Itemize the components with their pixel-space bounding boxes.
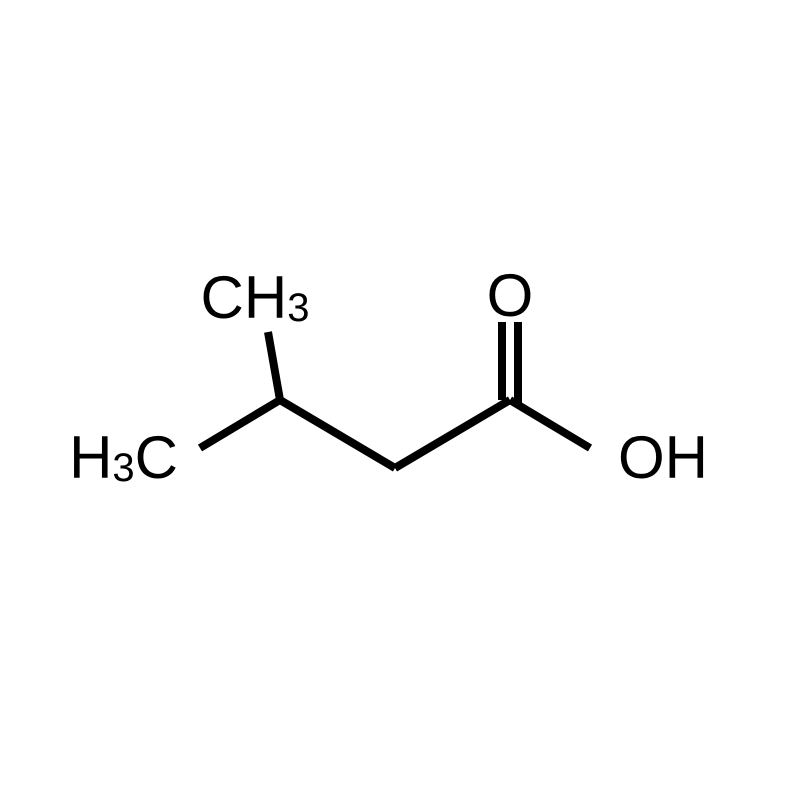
bond-ch3-branch xyxy=(268,332,280,400)
label-o-double: O xyxy=(487,262,534,329)
bond-branch-mid xyxy=(280,400,395,468)
bond-mid-carboxyl xyxy=(395,400,510,468)
bond-h3c-branch xyxy=(200,400,280,448)
molecule-diagram: H3C CH3 O OH xyxy=(0,0,800,800)
label-h3c: H3C xyxy=(69,424,178,491)
label-oh: OH xyxy=(618,424,708,491)
label-ch3: CH3 xyxy=(201,264,310,331)
bond-carboxyl-oh xyxy=(510,400,590,448)
